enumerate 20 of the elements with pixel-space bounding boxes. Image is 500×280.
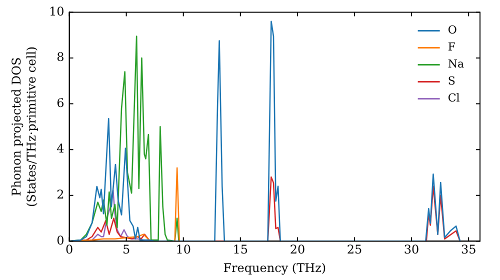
x-tick-label: 10 xyxy=(176,242,191,257)
y-tick-label: 8 xyxy=(56,50,64,64)
x-tick-label: 30 xyxy=(404,242,420,257)
legend-label: Na xyxy=(448,58,464,71)
y-tick-label: 6 xyxy=(56,96,64,110)
x-tick-label: 35 xyxy=(460,242,476,257)
legend-label: Cl xyxy=(448,92,460,105)
legend-label: O xyxy=(448,24,457,37)
legend-label: F xyxy=(448,40,456,54)
y-tick-label: 10 xyxy=(48,4,64,18)
y-tick-label: 4 xyxy=(56,142,65,156)
x-tick-label: 25 xyxy=(346,242,362,257)
x-axis-title: Frequency (THz) xyxy=(223,260,326,275)
legend-label: S xyxy=(448,74,456,88)
x-tick-label: 20 xyxy=(290,242,306,257)
y-tick-label: 0 xyxy=(56,233,64,248)
x-tick-label: 5 xyxy=(122,242,130,257)
x-tick-label: 15 xyxy=(232,242,248,257)
y-axis-title: Phonon projected DOS (States/THz·primitive cell) xyxy=(10,46,39,208)
y-tick-label: 2 xyxy=(56,188,64,202)
